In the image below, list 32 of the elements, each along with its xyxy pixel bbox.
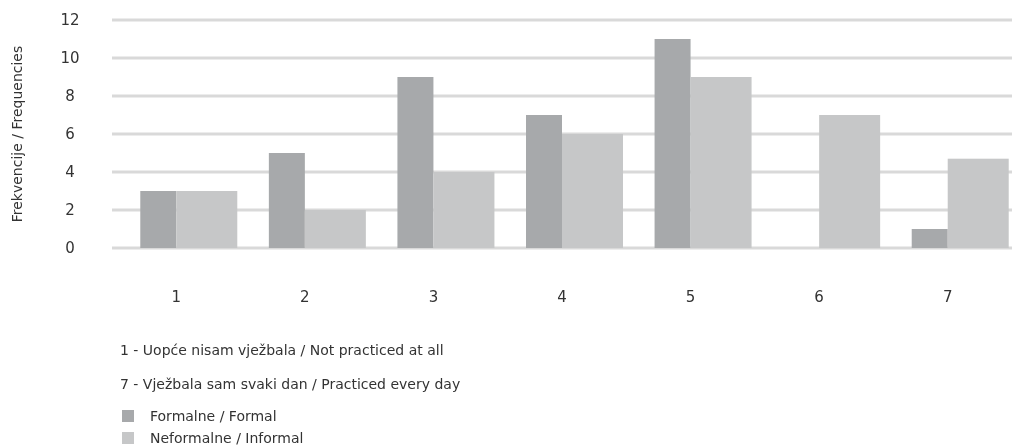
x-tick-label: 2 [300, 288, 310, 307]
x-tick-label: 4 [557, 288, 567, 307]
x-tick-label: 5 [685, 288, 696, 307]
bar [562, 134, 623, 248]
bar [654, 39, 691, 248]
bar [690, 77, 752, 248]
bar [268, 153, 305, 248]
bar [526, 115, 562, 248]
legend-label: Neformalne / Informal [150, 429, 304, 446]
x-tick-label: 3 [428, 288, 439, 307]
y-tick-label: 8 [65, 87, 75, 106]
bar [911, 229, 948, 248]
x-tick-label: 7 [942, 288, 953, 307]
bar [947, 158, 1009, 248]
text: 7 - Vježbala sam svaki dan / Practiced every day [120, 375, 461, 392]
bar [819, 115, 881, 248]
text: 1 - Uopće nisam vježbala / Not practiced at all [120, 341, 444, 358]
y-tick-label: 2 [65, 201, 75, 220]
bar [176, 191, 238, 248]
y-tick-label: 10 [60, 49, 80, 68]
bar [304, 210, 366, 248]
bar [433, 172, 495, 248]
y-tick-label: 4 [65, 163, 75, 182]
y-tick-label: 6 [65, 125, 75, 144]
y-axis-title: Frekvencije / Frequencies [9, 45, 25, 223]
x-tick-label: 1 [171, 288, 182, 307]
y-tick-label: 0 [65, 239, 75, 258]
legend-label: Formalne / Formal [150, 407, 277, 424]
y-tick-label: 12 [60, 11, 80, 30]
x-tick-label: 6 [814, 288, 824, 307]
bar [140, 191, 177, 248]
bar [397, 77, 434, 248]
